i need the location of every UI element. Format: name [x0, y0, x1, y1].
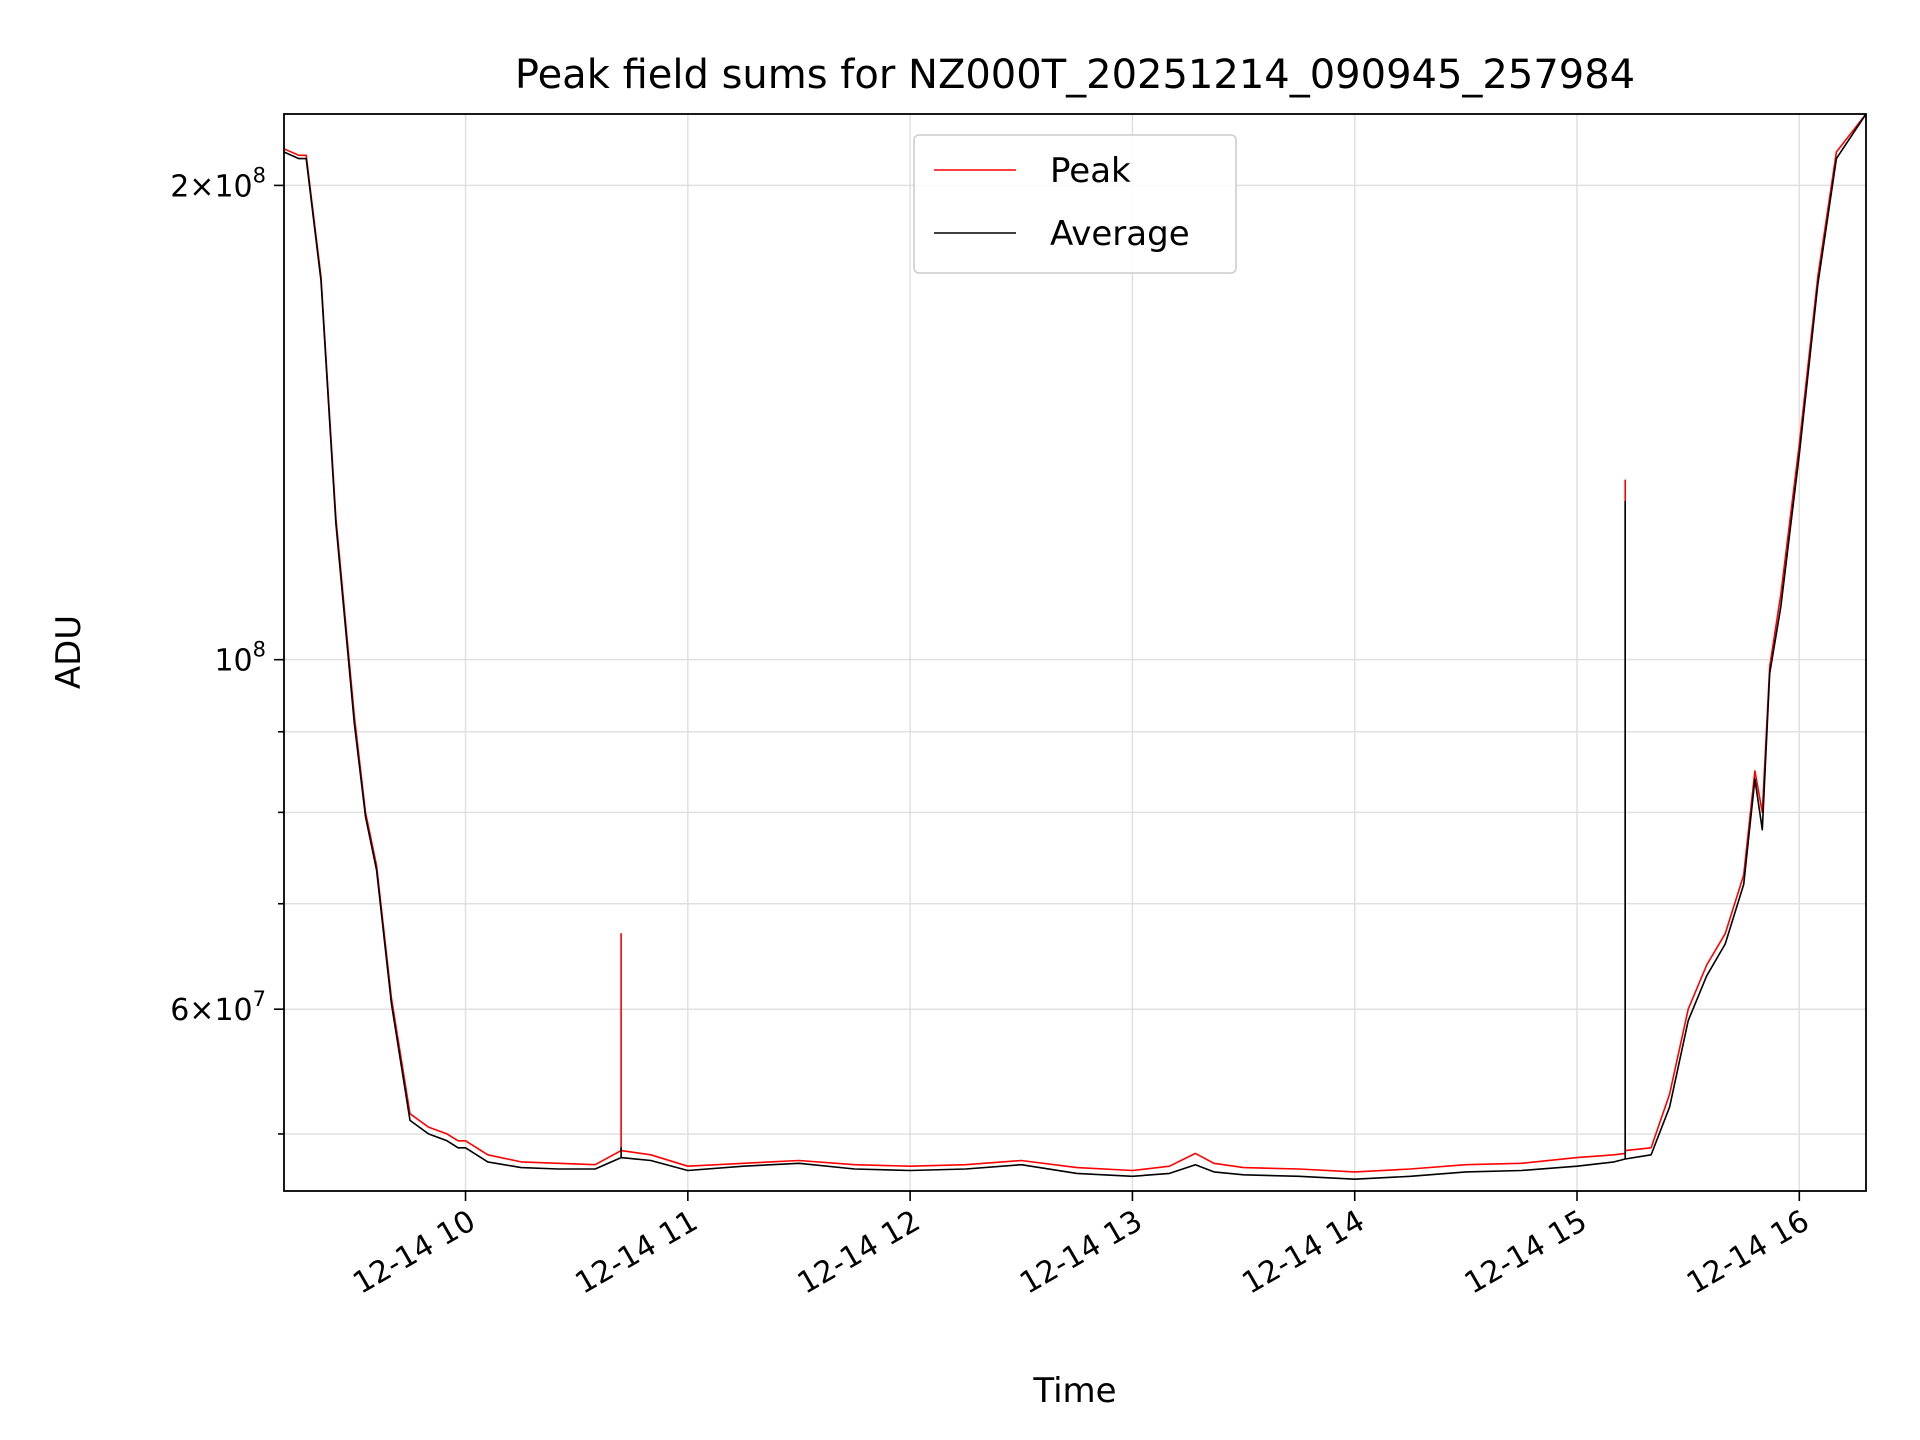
legend: Peak Average [913, 134, 1237, 274]
y-tick-label: 2×108 [170, 163, 266, 204]
legend-label-peak: Peak [1050, 151, 1131, 191]
y-axis-label: ADU [49, 615, 89, 689]
series-line-average [283, 113, 1867, 1180]
plot-frame [283, 113, 1867, 1192]
y-tick-label: 6×107 [170, 987, 266, 1028]
grid [284, 114, 1866, 1191]
series-layer [283, 113, 1867, 1180]
chart-title: Peak field sums for NZ000T_20251214_0909… [515, 52, 1635, 98]
series-line-peak [283, 113, 1867, 1173]
legend-label-average: Average [1050, 214, 1190, 254]
x-axis-label: Time [1032, 1371, 1116, 1411]
